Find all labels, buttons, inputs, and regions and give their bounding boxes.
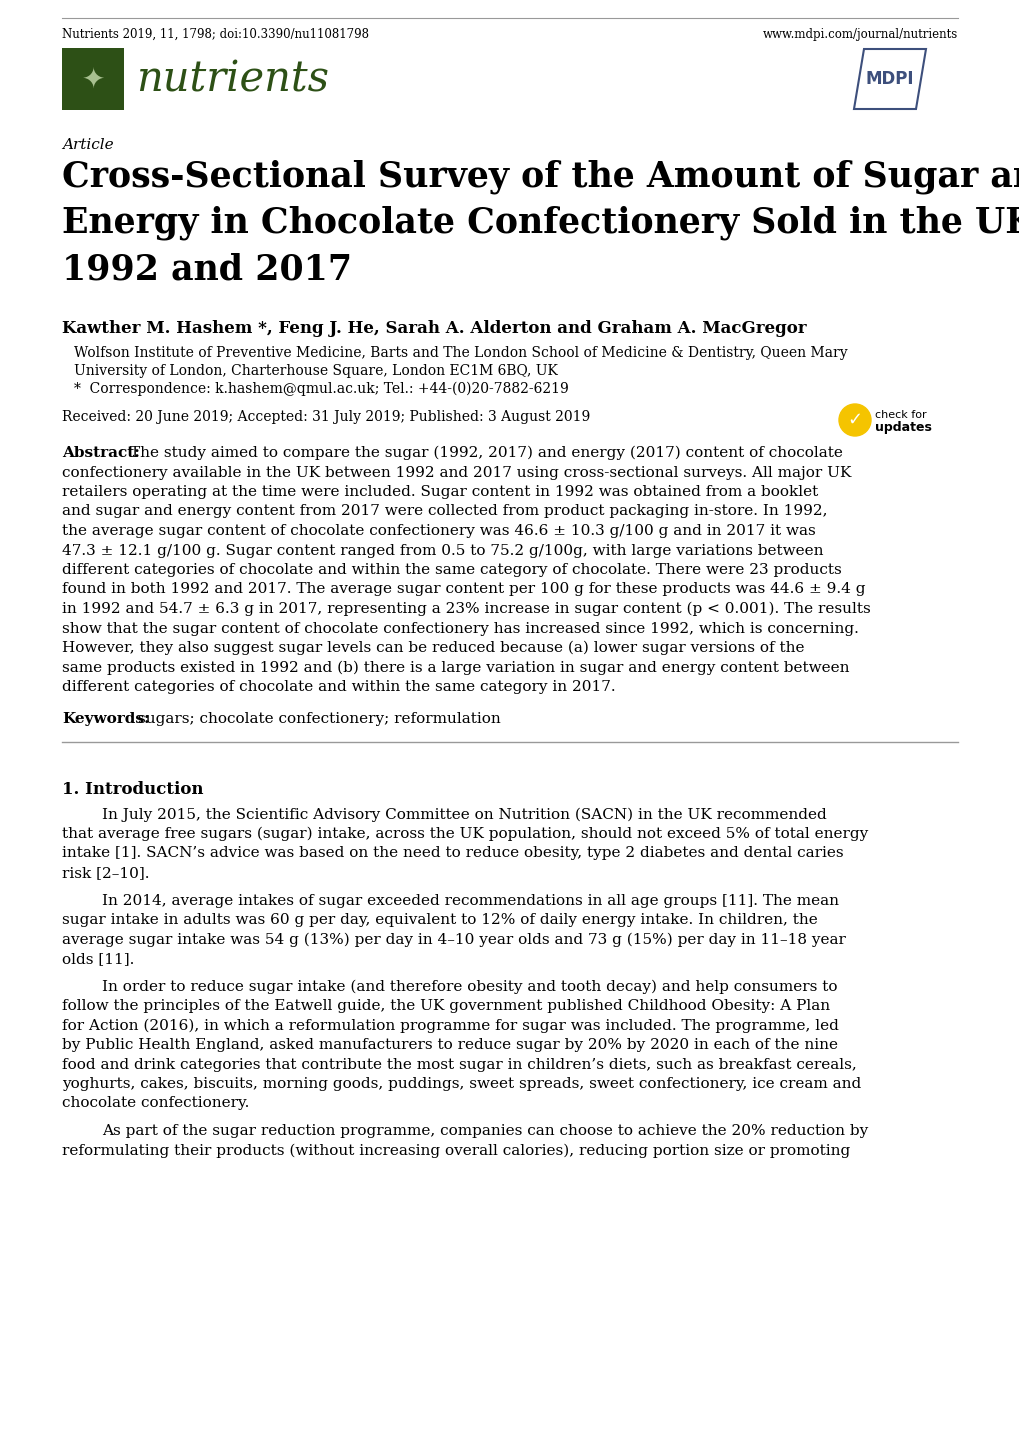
Text: In 2014, average intakes of sugar exceeded recommendations in all age groups [11: In 2014, average intakes of sugar exceed… [102,894,839,907]
Text: that average free sugars (sugar) intake, across the UK population, should not ex: that average free sugars (sugar) intake,… [62,828,867,841]
Text: intake [1]. SACN’s advice was based on the need to reduce obesity, type 2 diabet: intake [1]. SACN’s advice was based on t… [62,846,843,861]
Text: Nutrients 2019, 11, 1798; doi:10.3390/nu11081798: Nutrients 2019, 11, 1798; doi:10.3390/nu… [62,27,369,40]
Text: and sugar and energy content from 2017 were collected from product packaging in-: and sugar and energy content from 2017 w… [62,505,826,519]
Text: University of London, Charterhouse Square, London EC1M 6BQ, UK: University of London, Charterhouse Squar… [74,363,557,378]
Text: by Public Health England, asked manufacturers to reduce sugar by 20% by 2020 in : by Public Health England, asked manufact… [62,1038,838,1053]
Text: sugar intake in adults was 60 g per day, equivalent to 12% of daily energy intak: sugar intake in adults was 60 g per day,… [62,913,817,927]
Text: follow the principles of the Eatwell guide, the UK government published Childhoo: follow the principles of the Eatwell gui… [62,999,829,1012]
Circle shape [839,404,870,435]
Text: updates: updates [874,421,931,434]
Text: Article: Article [62,138,113,151]
Text: 47.3 ± 12.1 g/100 g. Sugar content ranged from 0.5 to 75.2 g/100g, with large va: 47.3 ± 12.1 g/100 g. Sugar content range… [62,544,822,558]
Text: Keywords:: Keywords: [62,711,150,725]
Text: However, they also suggest sugar levels can be reduced because (a) lower sugar v: However, they also suggest sugar levels … [62,642,804,656]
Text: risk [2–10].: risk [2–10]. [62,867,150,880]
Text: 1. Introduction: 1. Introduction [62,782,204,799]
Text: Wolfson Institute of Preventive Medicine, Barts and The London School of Medicin: Wolfson Institute of Preventive Medicine… [74,346,847,360]
Text: different categories of chocolate and within the same category of chocolate. The: different categories of chocolate and wi… [62,562,841,577]
Text: MDPI: MDPI [865,71,913,88]
Text: In July 2015, the Scientific Advisory Committee on Nutrition (SACN) in the UK re: In July 2015, the Scientific Advisory Co… [102,808,826,822]
Text: ✦: ✦ [82,65,105,92]
Text: 1992 and 2017: 1992 and 2017 [62,252,352,286]
Text: In order to reduce sugar intake (and therefore obesity and tooth decay) and help: In order to reduce sugar intake (and the… [102,979,837,994]
Text: Cross-Sectional Survey of the Amount of Sugar and: Cross-Sectional Survey of the Amount of … [62,160,1019,195]
Text: www.mdpi.com/journal/nutrients: www.mdpi.com/journal/nutrients [762,27,957,40]
Text: As part of the sugar reduction programme, companies can choose to achieve the 20: As part of the sugar reduction programme… [102,1123,867,1138]
FancyBboxPatch shape [62,48,124,110]
Text: *  Correspondence: k.hashem@qmul.ac.uk; Tel.: +44-(0)20-7882-6219: * Correspondence: k.hashem@qmul.ac.uk; T… [74,382,569,397]
Text: Energy in Chocolate Confectionery Sold in the UK in: Energy in Chocolate Confectionery Sold i… [62,206,1019,241]
Text: food and drink categories that contribute the most sugar in children’s diets, su: food and drink categories that contribut… [62,1057,856,1071]
Text: chocolate confectionery.: chocolate confectionery. [62,1096,249,1110]
Text: the average sugar content of chocolate confectionery was 46.6 ± 10.3 g/100 g and: the average sugar content of chocolate c… [62,523,815,538]
Text: Received: 20 June 2019; Accepted: 31 July 2019; Published: 3 August 2019: Received: 20 June 2019; Accepted: 31 Jul… [62,410,590,424]
Text: different categories of chocolate and within the same category in 2017.: different categories of chocolate and wi… [62,681,615,694]
Text: average sugar intake was 54 g (13%) per day in 4–10 year olds and 73 g (15%) per: average sugar intake was 54 g (13%) per … [62,933,845,947]
Text: sugars; chocolate confectionery; reformulation: sugars; chocolate confectionery; reformu… [138,711,500,725]
Text: show that the sugar content of chocolate confectionery has increased since 1992,: show that the sugar content of chocolate… [62,622,858,636]
Text: in 1992 and 54.7 ± 6.3 g in 2017, representing a 23% increase in sugar content (: in 1992 and 54.7 ± 6.3 g in 2017, repres… [62,601,870,616]
Text: same products existed in 1992 and (b) there is a large variation in sugar and en: same products existed in 1992 and (b) th… [62,660,849,675]
Text: confectionery available in the UK between 1992 and 2017 using cross-sectional su: confectionery available in the UK betwee… [62,466,851,480]
Text: check for: check for [874,410,925,420]
Text: for Action (2016), in which a reformulation programme for sugar was included. Th: for Action (2016), in which a reformulat… [62,1018,838,1032]
Text: retailers operating at the time were included. Sugar content in 1992 was obtaine: retailers operating at the time were inc… [62,485,817,499]
Text: ✓: ✓ [847,411,862,430]
Text: reformulating their products (without increasing overall calories), reducing por: reformulating their products (without in… [62,1144,850,1158]
Text: Kawther M. Hashem *, Feng J. He, Sarah A. Alderton and Graham A. MacGregor: Kawther M. Hashem *, Feng J. He, Sarah A… [62,320,806,337]
Text: Abstract:: Abstract: [62,446,140,460]
Text: olds [11].: olds [11]. [62,952,135,966]
Text: nutrients: nutrients [136,58,329,99]
Text: yoghurts, cakes, biscuits, morning goods, puddings, sweet spreads, sweet confect: yoghurts, cakes, biscuits, morning goods… [62,1077,860,1092]
Text: found in both 1992 and 2017. The average sugar content per 100 g for these produ: found in both 1992 and 2017. The average… [62,583,865,597]
Text: The study aimed to compare the sugar (1992, 2017) and energy (2017) content of c: The study aimed to compare the sugar (19… [129,446,842,460]
